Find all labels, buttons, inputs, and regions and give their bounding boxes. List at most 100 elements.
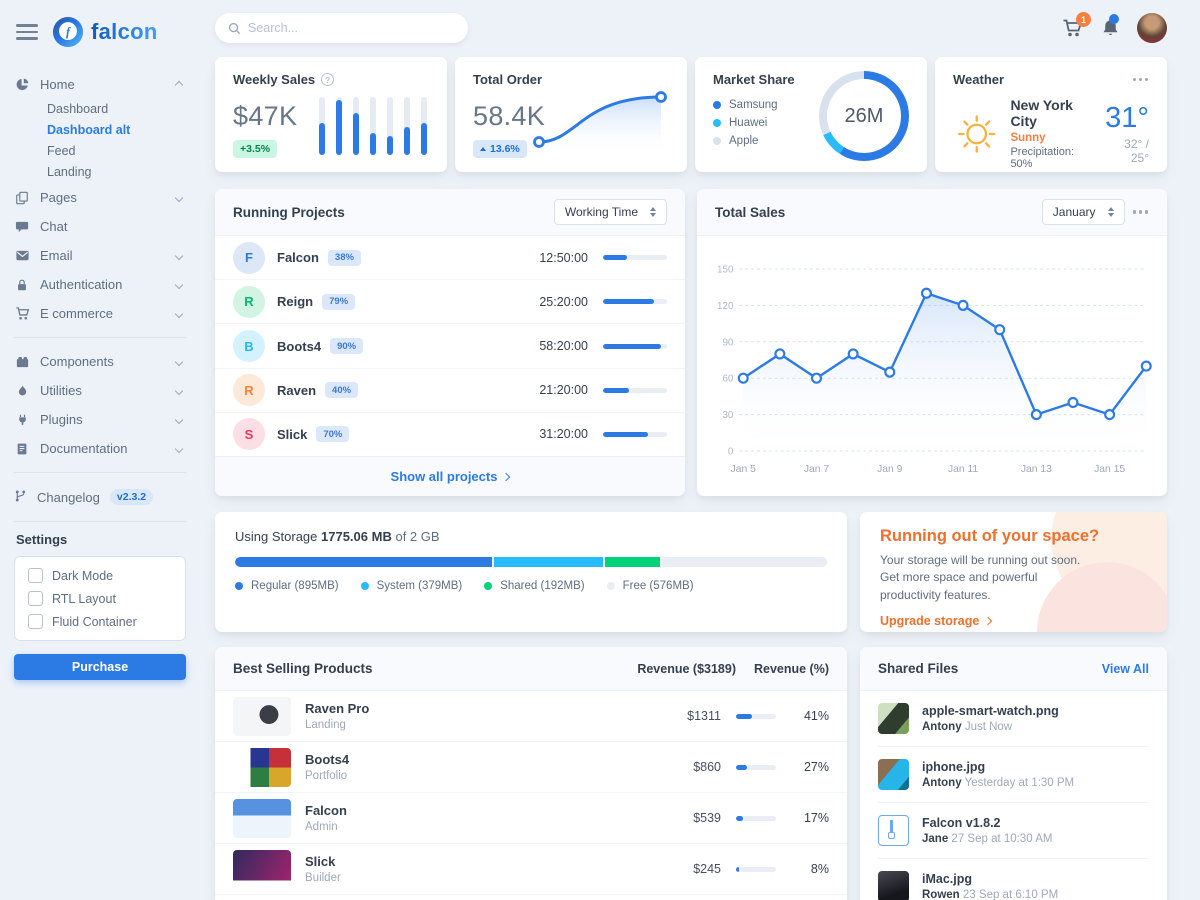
- middle-row: Running Projects Working Time F Falcon 38…: [215, 189, 1167, 496]
- chevron-down-icon: [174, 280, 184, 289]
- weekly-sales-bar: [370, 97, 376, 155]
- project-row[interactable]: B Boots4 90% 58:20:00: [215, 324, 685, 369]
- storage-legend: Regular (895MB) System (379MB) Shared (1…: [235, 580, 827, 592]
- product-row[interactable]: Raven Pro Landing $1311 41%: [215, 691, 847, 742]
- view-all-link[interactable]: View All: [1101, 661, 1149, 676]
- product-row[interactable]: Falcon Admin $539 17%: [215, 793, 847, 844]
- product-row[interactable]: Slick Builder $245 8%: [215, 844, 847, 895]
- sidebar-item-authentication[interactable]: Authentication: [14, 270, 186, 299]
- project-percent-badge: 79%: [322, 293, 356, 310]
- shared-files-card: Shared Files View All apple-smart-watch.…: [860, 647, 1167, 900]
- checkbox[interactable]: [28, 591, 43, 606]
- file-row[interactable]: iphone.jpg Antony Yesterday at 1:30 PM: [878, 747, 1149, 803]
- checkbox[interactable]: [28, 614, 43, 629]
- sidebar-item-chat[interactable]: Chat: [14, 212, 186, 241]
- shopping-cart-icon: [14, 306, 30, 321]
- project-time: 21:20:00: [539, 383, 588, 398]
- storage-row: Using Storage 1775.06 MB of 2 GB Regular…: [215, 512, 1167, 632]
- total-order-sparkline: [533, 91, 667, 154]
- cart-button[interactable]: 1: [1062, 12, 1091, 38]
- version-badge: v2.3.2: [109, 489, 154, 505]
- sidebar-item-documentation[interactable]: Documentation: [14, 434, 186, 463]
- total-sales-chart: 0 30 60 90 120 150 Jan 5 Jan 7 Jan 9 Jan 11 Jan 13…: [717, 264, 1152, 475]
- storage-segment: [493, 557, 603, 567]
- sidebar-item-ecommerce[interactable]: E commerce: [14, 299, 186, 328]
- sidebar-item-landing[interactable]: Landing: [47, 165, 92, 179]
- notifications-button[interactable]: [1101, 14, 1120, 38]
- file-row[interactable]: Falcon v1.8.2 Jane 27 Sep at 10:30 AM: [878, 803, 1149, 859]
- notification-dot: [1109, 14, 1119, 24]
- legend-dot: [606, 582, 615, 590]
- project-percent-badge: 70%: [316, 426, 350, 443]
- sidebar-item-pages[interactable]: Pages: [14, 183, 186, 212]
- weekly-sales-bar: [319, 97, 325, 155]
- product-thumbnail: [233, 798, 291, 838]
- legend-dot: [713, 101, 721, 109]
- product-progress: [736, 713, 776, 719]
- product-revenue: $860: [693, 760, 721, 774]
- file-row[interactable]: apple-smart-watch.png Antony Just Now: [878, 691, 1149, 747]
- svg-text:30: 30: [722, 410, 733, 421]
- total-order-title: Total Order: [473, 72, 543, 87]
- sidebar-item-dashboard-alt[interactable]: Dashboard alt: [47, 123, 131, 137]
- sidebar-item-email[interactable]: Email: [14, 241, 186, 270]
- weekly-sales-badge: +3.5%: [233, 140, 278, 158]
- svg-text:Jan 15: Jan 15: [1094, 464, 1125, 475]
- search-box[interactable]: [215, 13, 468, 43]
- help-icon[interactable]: [321, 73, 335, 86]
- product-row[interactable]: [215, 895, 847, 900]
- project-row[interactable]: F Falcon 38% 12:50:00: [215, 236, 685, 281]
- revenue-column-header: Revenue ($3189): [637, 661, 736, 676]
- sidebar-item-plugins[interactable]: Plugins: [14, 405, 186, 434]
- product-thumbnail: [233, 696, 291, 736]
- weekly-sales-bar: [336, 97, 342, 155]
- show-all-projects-link[interactable]: Show all projects: [391, 469, 511, 484]
- kebab-menu-icon[interactable]: [1138, 77, 1142, 82]
- topbar: 1: [215, 0, 1167, 56]
- file-row[interactable]: iMac.jpg Rowen 23 Sep at 6:10 PM: [878, 859, 1149, 900]
- revenue-pct-column-header: Revenue (%): [753, 661, 829, 676]
- product-row[interactable]: Boots4 Portfolio $860 27%: [215, 742, 847, 793]
- project-row[interactable]: R Reign 79% 25:20:00: [215, 280, 685, 325]
- sidebar-item-home[interactable]: Home: [14, 70, 186, 99]
- month-select[interactable]: January: [1041, 199, 1125, 225]
- sort-icon: [1107, 207, 1114, 217]
- weekly-sales-bar: [353, 97, 359, 155]
- dark-mode-toggle[interactable]: Dark Mode: [28, 568, 172, 583]
- upgrade-storage-link[interactable]: Upgrade storage: [880, 614, 993, 628]
- product-thumbnail: [233, 747, 291, 787]
- sidebar-item-components[interactable]: Components: [14, 347, 186, 376]
- product-progress: [736, 764, 776, 770]
- main-content: 1 Weekly Sales $47K: [200, 0, 1200, 900]
- rtl-layout-toggle[interactable]: RTL Layout: [28, 591, 172, 606]
- storage-segment: [604, 557, 660, 567]
- kebab-menu-icon[interactable]: [1138, 210, 1142, 214]
- shared-files-title: Shared Files: [878, 661, 959, 676]
- menu-toggle-icon[interactable]: [16, 24, 38, 40]
- sidebar-label-home: Home: [40, 77, 75, 92]
- storage-card: Using Storage 1775.06 MB of 2 GB Regular…: [215, 512, 847, 632]
- market-share-card: Market Share Samsung Huawei Apple 26M: [695, 57, 927, 172]
- weather-title: Weather: [953, 72, 1005, 87]
- product-percent: 8%: [810, 862, 829, 876]
- project-progress: [603, 343, 667, 349]
- sidebar-item-utilities[interactable]: Utilities: [14, 376, 186, 405]
- project-avatar: R: [233, 285, 265, 318]
- sidebar-item-feed[interactable]: Feed: [47, 144, 76, 158]
- sidebar-divider: [14, 521, 186, 522]
- project-list: F Falcon 38% 12:50:00 R Reign 79% 25:20:00…: [215, 236, 685, 456]
- project-row[interactable]: R Raven 40% 21:20:00: [215, 369, 685, 413]
- sidebar-item-changelog[interactable]: Changelog v2.3.2: [14, 482, 186, 512]
- sidebar-item-dashboard[interactable]: Dashboard: [47, 102, 109, 116]
- falcon-logo[interactable]: f falcon: [52, 16, 158, 48]
- avatar[interactable]: [1137, 13, 1167, 43]
- checkbox[interactable]: [28, 568, 43, 583]
- project-row[interactable]: S Slick 70% 31:20:00: [215, 413, 685, 456]
- chevron-down-icon: [174, 357, 184, 366]
- svg-text:Jan 9: Jan 9: [877, 464, 902, 475]
- working-time-select[interactable]: Working Time: [553, 199, 667, 225]
- search-input[interactable]: [248, 21, 455, 35]
- purchase-button[interactable]: Purchase: [14, 654, 186, 680]
- stats-row: Weekly Sales $47K +3.5% Total Order 58.4…: [215, 57, 1167, 172]
- fluid-container-toggle[interactable]: Fluid Container: [28, 614, 172, 629]
